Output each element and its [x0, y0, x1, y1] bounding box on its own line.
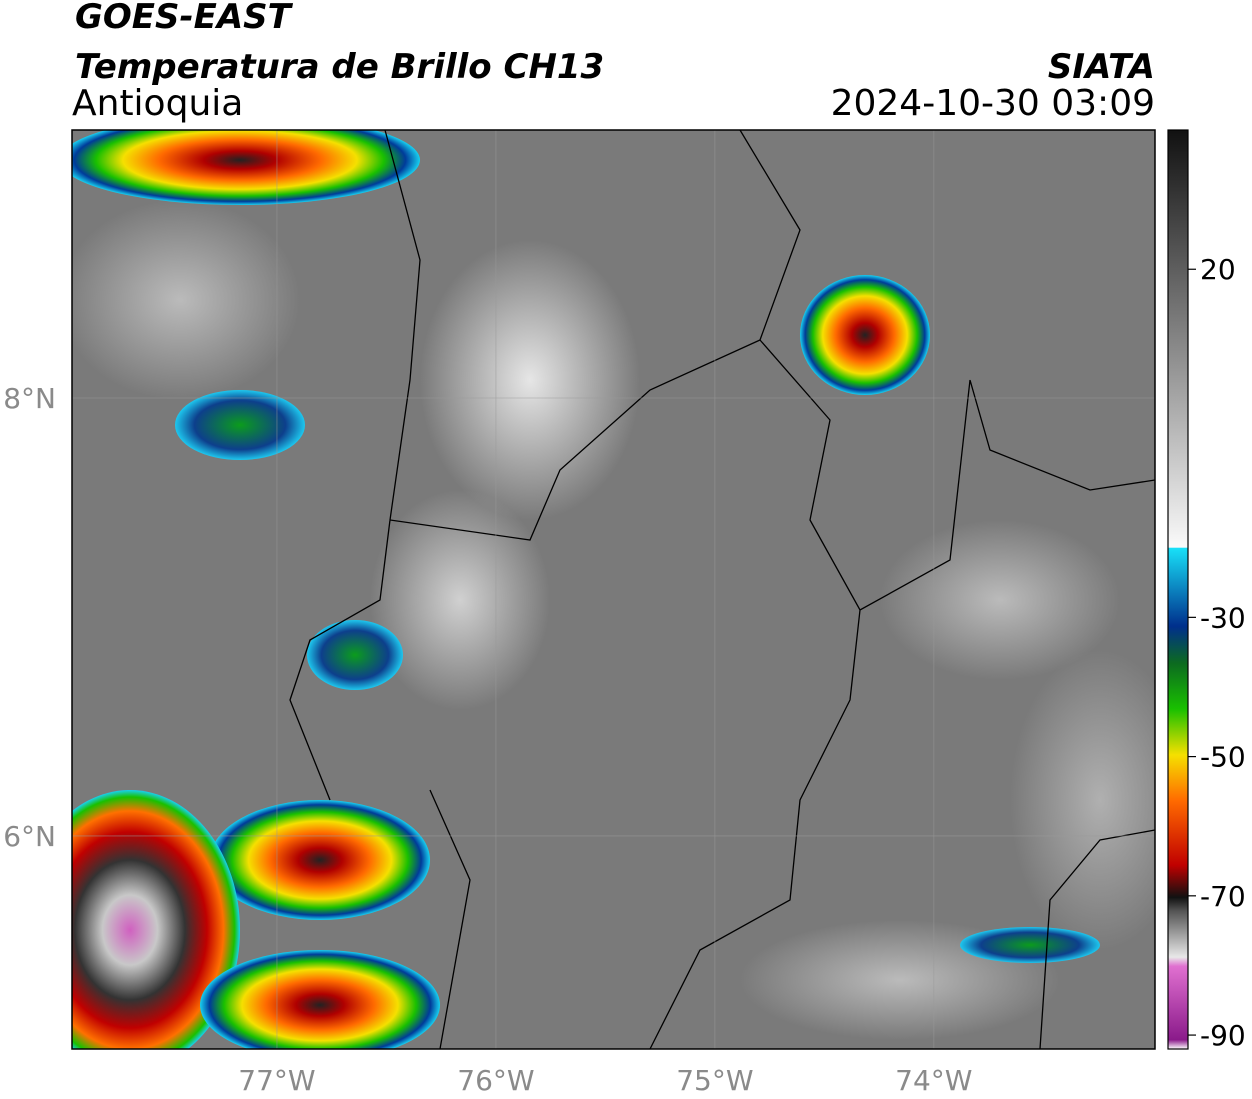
imagery — [72, 130, 1155, 1049]
x-tick-label: 77°W — [238, 1064, 315, 1097]
colorbar-tick-label: -70 — [1200, 880, 1246, 913]
product-title: Temperatura de Brillo CH13 — [75, 47, 604, 87]
datetime-label: 2024-10-30 03:09 — [831, 83, 1155, 124]
colorbar-tick-label: 20 — [1200, 253, 1236, 286]
x-tick-label: 76°W — [457, 1064, 534, 1097]
colorbar-tick-label: -30 — [1200, 601, 1246, 634]
region-label: Antioquia — [72, 83, 243, 124]
x-tick-label: 74°W — [895, 1064, 972, 1097]
x-tick-label: 75°W — [676, 1064, 753, 1097]
graticule — [72, 130, 1155, 1049]
agency-label: SIATA — [1048, 47, 1155, 87]
colorbar-tick-label: -90 — [1200, 1019, 1246, 1052]
map-frame — [71, 129, 1156, 1050]
y-tick-label: 8°N — [3, 382, 56, 415]
satellite-title: GOES-EAST — [75, 0, 294, 37]
colorbar — [1167, 129, 1189, 1050]
y-tick-label: 6°N — [3, 820, 56, 853]
colorbar-tick-label: -50 — [1200, 741, 1246, 774]
